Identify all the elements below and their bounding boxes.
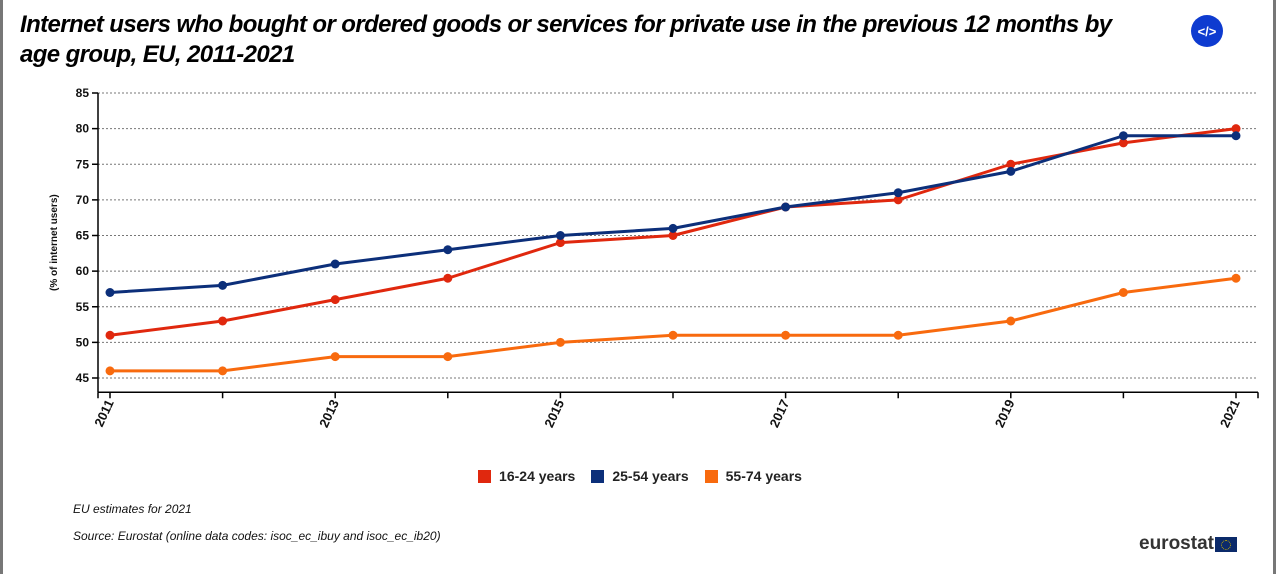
y-tick-label: 45 xyxy=(76,371,90,385)
data-point xyxy=(105,330,115,340)
legend-swatch xyxy=(591,469,605,483)
data-point xyxy=(555,337,565,347)
data-point xyxy=(218,316,228,326)
data-point xyxy=(1006,316,1016,326)
x-tick-label: 2017 xyxy=(767,397,793,430)
data-point xyxy=(893,195,903,205)
data-point xyxy=(781,202,791,212)
eurostat-logo: eurostat xyxy=(1139,533,1237,555)
data-point xyxy=(443,352,453,362)
y-tick-label: 60 xyxy=(76,264,90,278)
x-tick-label: 2015 xyxy=(541,397,567,430)
x-tick-label: 2021 xyxy=(1217,397,1243,430)
y-tick-label: 65 xyxy=(76,229,90,243)
chart-title: Internet users who bought or ordered goo… xyxy=(20,11,1112,68)
data-point xyxy=(668,223,678,233)
data-point xyxy=(555,238,565,248)
y-tick-label: 50 xyxy=(76,335,90,349)
y-tick-label: 75 xyxy=(76,157,90,171)
data-point xyxy=(1118,131,1128,141)
data-point xyxy=(1231,131,1241,141)
data-point xyxy=(105,366,115,376)
data-point xyxy=(218,366,228,376)
data-point xyxy=(1231,124,1241,134)
y-tick-label: 55 xyxy=(76,300,90,314)
data-point xyxy=(555,231,565,240)
x-tick-label: 2019 xyxy=(992,397,1018,430)
x-tick-label: 2013 xyxy=(316,397,342,430)
legend-swatch xyxy=(478,469,492,483)
data-point xyxy=(893,330,903,340)
legend-label: 25-54 years xyxy=(612,468,689,484)
logo-text: eurostat xyxy=(1139,533,1214,554)
y-tick-label: 85 xyxy=(76,86,90,100)
data-point xyxy=(668,330,678,340)
legend-label: 16-24 years xyxy=(499,468,576,484)
data-point xyxy=(668,231,678,240)
y-axis-label: (% of internet users) xyxy=(49,194,60,291)
code-icon: </> xyxy=(1197,23,1217,39)
legend-item[interactable]: 55-74 years xyxy=(704,468,802,484)
data-point xyxy=(1118,288,1128,297)
data-point xyxy=(1006,159,1016,169)
data-point xyxy=(1118,138,1128,148)
series-line xyxy=(110,276,1237,373)
legend-label: 55-74 years xyxy=(725,468,802,484)
estimate-note: EU estimates for 2021 xyxy=(73,502,192,516)
eu-flag-icon xyxy=(1214,536,1237,552)
data-point xyxy=(330,295,340,305)
data-point xyxy=(330,352,340,362)
legend-item[interactable]: 16-24 years xyxy=(478,468,575,484)
data-point xyxy=(330,259,340,269)
series-line xyxy=(109,134,1236,294)
data-point xyxy=(1006,166,1016,176)
line-chart: 45 50 55 60 65 70 75 80 85 2011 2013 2015 2017 2019 20… xyxy=(49,86,1259,430)
legend-item[interactable]: 25-54 years xyxy=(591,468,689,484)
data-point xyxy=(1231,273,1241,283)
data-point xyxy=(443,273,453,283)
data-point xyxy=(893,188,903,198)
embed-code-button[interactable]: </> xyxy=(1191,15,1223,47)
data-point xyxy=(218,280,228,290)
x-tick-label: 2011 xyxy=(91,397,117,429)
source-note: Source: Eurostat (online data codes: iso… xyxy=(73,529,441,543)
data-point xyxy=(105,288,115,297)
y-tick-label: 80 xyxy=(76,122,90,136)
legend-swatch xyxy=(704,469,718,483)
legend: 16-24 years 25-54 years 55-74 years xyxy=(0,468,1280,484)
data-point xyxy=(781,330,791,340)
y-tick-label: 70 xyxy=(76,193,90,207)
data-point xyxy=(443,245,453,255)
